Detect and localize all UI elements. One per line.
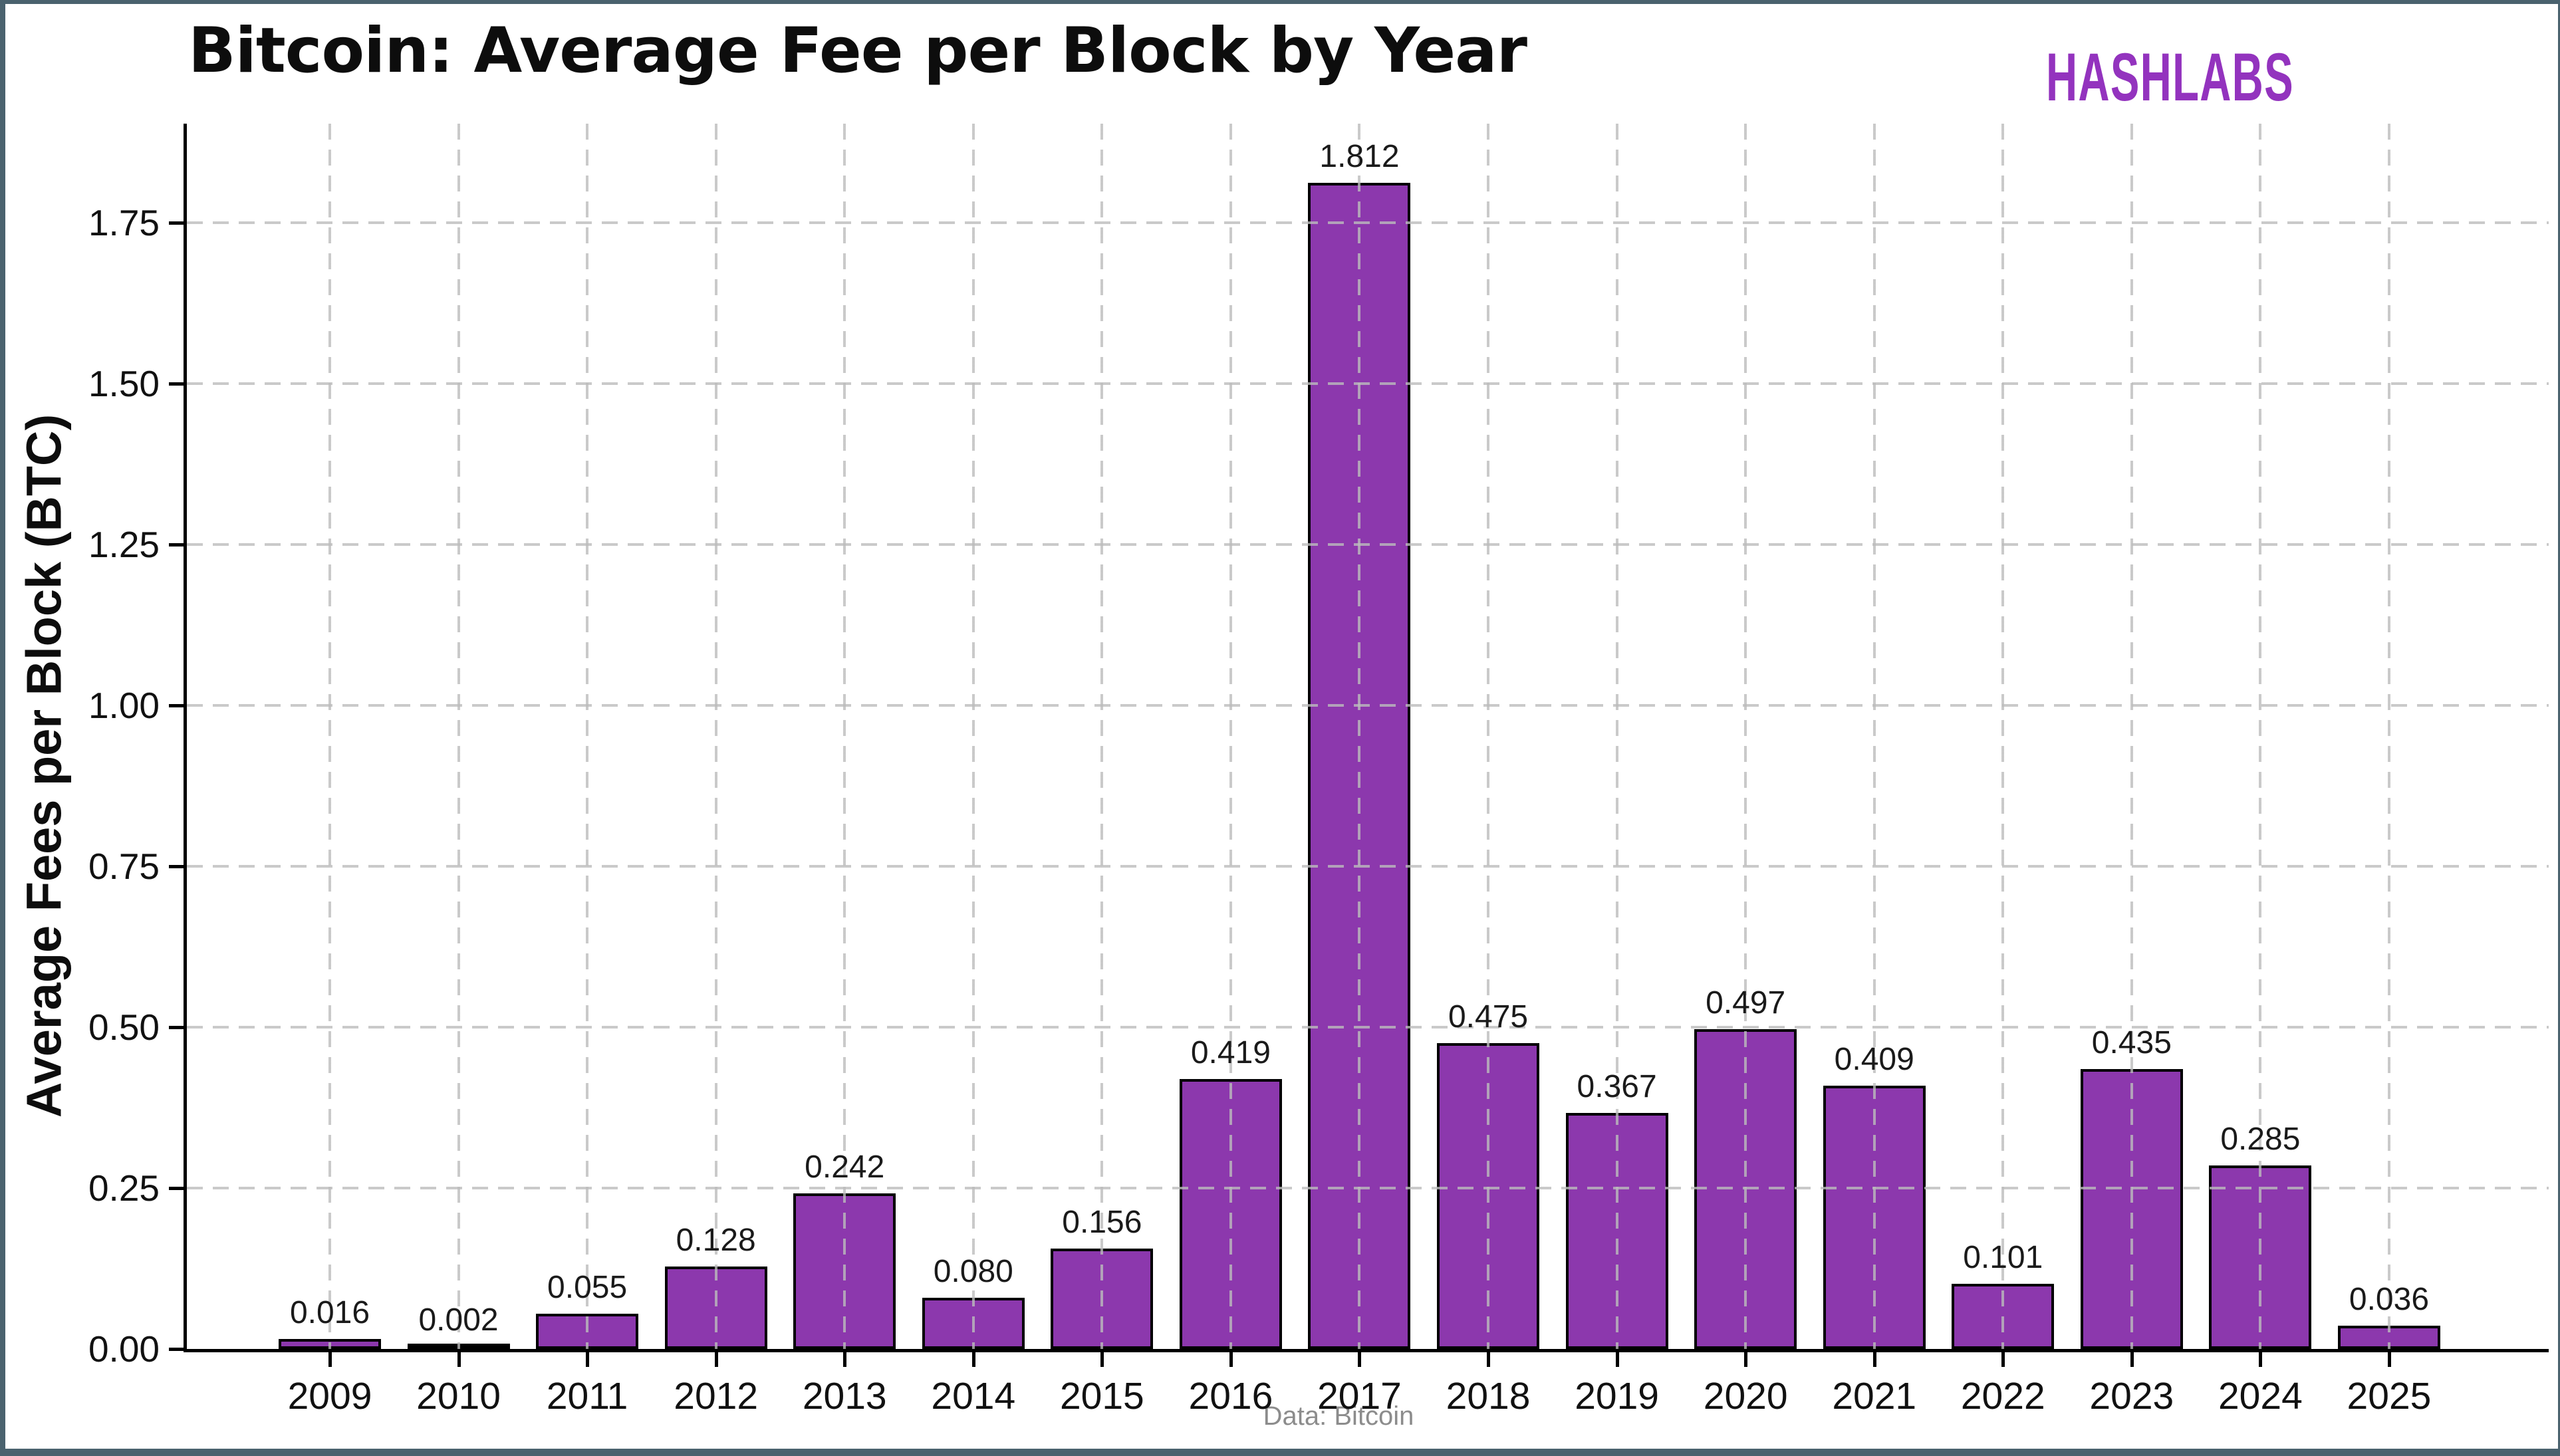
x-tick-mark xyxy=(843,1352,847,1367)
bar-value-label: 0.367 xyxy=(1577,1069,1657,1104)
y-tick-mark xyxy=(169,382,184,386)
x-tick-mark xyxy=(2387,1352,2391,1367)
x-tick-label: 2011 xyxy=(546,1375,628,1417)
x-tick-label: 2016 xyxy=(1188,1375,1273,1417)
bar-value-label: 0.409 xyxy=(1834,1042,1914,1077)
y-tick-label: 0.75 xyxy=(88,846,160,887)
x-tick-label: 2022 xyxy=(1960,1375,2045,1417)
y-tick-mark xyxy=(169,704,184,707)
y-tick-mark xyxy=(169,865,184,868)
x-tick-label: 2014 xyxy=(931,1375,1016,1417)
bar xyxy=(1308,183,1411,1349)
bar xyxy=(536,1314,639,1349)
bar xyxy=(793,1193,896,1349)
bar-value-label: 0.016 xyxy=(289,1295,370,1330)
y-tick-mark xyxy=(169,221,184,225)
x-tick-label: 2025 xyxy=(2347,1375,2432,1417)
y-tick-mark xyxy=(169,1187,184,1190)
y-tick-label: 1.25 xyxy=(88,524,160,565)
bar xyxy=(1179,1079,1282,1349)
bar xyxy=(1952,1284,2055,1349)
bar-value-label: 0.497 xyxy=(1706,985,1786,1021)
y-tick-mark xyxy=(169,1348,184,1351)
x-tick-mark xyxy=(2130,1352,2134,1367)
x-tick-mark xyxy=(1615,1352,1619,1367)
bar xyxy=(2080,1069,2183,1349)
v-gridline xyxy=(2001,124,2005,1349)
bar xyxy=(1437,1043,1540,1349)
bar-value-label: 0.101 xyxy=(1963,1240,2043,1275)
bar xyxy=(407,1344,510,1349)
bar xyxy=(1694,1029,1797,1349)
bar-value-label: 0.080 xyxy=(933,1254,1013,1289)
x-tick-mark xyxy=(1744,1352,1748,1367)
v-gridline xyxy=(971,124,975,1349)
y-tick-mark xyxy=(169,543,184,546)
bar-value-label: 0.036 xyxy=(2349,1282,2430,1317)
y-tick-label: 0.50 xyxy=(88,1007,160,1048)
x-tick-mark xyxy=(586,1352,590,1367)
x-tick-label: 2017 xyxy=(1317,1375,1402,1417)
x-tick-mark xyxy=(1358,1352,1362,1367)
x-tick-mark xyxy=(1872,1352,1876,1367)
x-tick-label: 2020 xyxy=(1703,1375,1788,1417)
bar-value-label: 0.055 xyxy=(547,1270,628,1305)
x-tick-mark xyxy=(328,1352,332,1367)
x-tick-label: 2018 xyxy=(1446,1375,1531,1417)
bar xyxy=(922,1298,1025,1349)
x-tick-mark xyxy=(1100,1352,1104,1367)
bar-value-label: 1.812 xyxy=(1319,139,1400,174)
x-tick-mark xyxy=(457,1352,461,1367)
x-tick-mark xyxy=(1487,1352,1491,1367)
bar xyxy=(2209,1165,2312,1349)
v-gridline xyxy=(328,124,331,1349)
x-tick-label: 2023 xyxy=(2089,1375,2174,1417)
v-gridline xyxy=(457,124,460,1349)
x-tick-label: 2021 xyxy=(1832,1375,1917,1417)
y-tick-label: 1.75 xyxy=(88,202,160,243)
v-gridline xyxy=(586,124,589,1349)
x-tick-label: 2015 xyxy=(1059,1375,1144,1417)
bar-value-label: 0.128 xyxy=(676,1223,756,1258)
v-gridline xyxy=(2387,124,2390,1349)
v-gridline xyxy=(1100,124,1104,1349)
v-gridline xyxy=(714,124,717,1349)
x-tick-mark xyxy=(971,1352,975,1367)
y-tick-label: 0.25 xyxy=(88,1167,160,1209)
plot-area: 0.016 0.002 0.055 0.128 0.242 0.080 0.156 0.419… xyxy=(184,124,2549,1352)
bar-value-label: 0.475 xyxy=(1448,999,1529,1034)
x-tick-label: 2012 xyxy=(674,1375,759,1417)
bar xyxy=(1823,1086,1926,1349)
x-tick-mark xyxy=(714,1352,718,1367)
bar xyxy=(1565,1113,1668,1349)
data-source-note: Data: Bitcoin xyxy=(1263,1401,1414,1431)
bar-value-label: 0.156 xyxy=(1062,1205,1142,1240)
bar xyxy=(2337,1326,2440,1349)
bar xyxy=(1051,1249,1154,1349)
y-tick-label: 0.00 xyxy=(88,1328,160,1370)
x-tick-label: 2024 xyxy=(2218,1375,2303,1417)
bar xyxy=(664,1267,767,1349)
x-tick-label: 2009 xyxy=(287,1375,372,1417)
hashlabs-logo: HASHLABS xyxy=(2046,39,2294,115)
y-tick-mark xyxy=(169,1026,184,1029)
bar-value-label: 0.419 xyxy=(1190,1035,1271,1070)
bar-value-label: 0.285 xyxy=(2220,1122,2301,1157)
x-tick-label: 2010 xyxy=(416,1375,501,1417)
x-tick-mark xyxy=(2259,1352,2263,1367)
y-tick-label: 1.50 xyxy=(88,363,160,404)
x-tick-mark xyxy=(1229,1352,1233,1367)
bar-value-label: 0.435 xyxy=(2091,1025,2172,1060)
bar xyxy=(279,1339,381,1349)
x-tick-mark xyxy=(2001,1352,2005,1367)
bar-value-label: 0.002 xyxy=(418,1302,499,1338)
y-tick-label: 1.00 xyxy=(88,685,160,726)
chart-title: Bitcoin: Average Fee per Block by Year xyxy=(188,15,1527,87)
x-tick-label: 2019 xyxy=(1575,1375,1659,1417)
bar-value-label: 0.242 xyxy=(805,1150,885,1185)
x-tick-label: 2013 xyxy=(802,1375,887,1417)
